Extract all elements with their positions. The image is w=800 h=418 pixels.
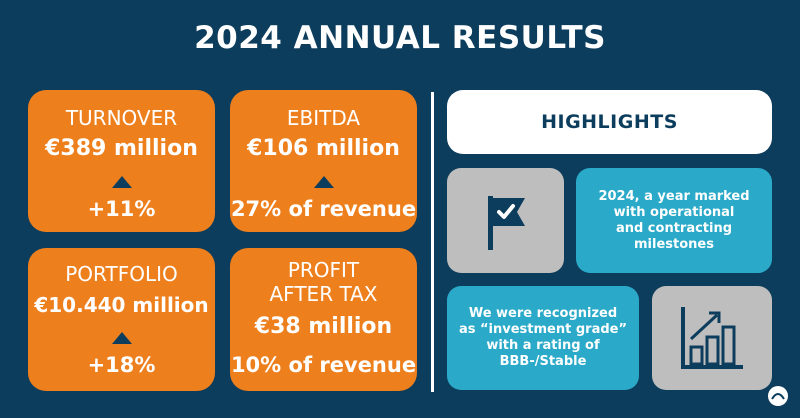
profit-change: 10% of revenue (230, 353, 417, 377)
highlight2-line3: with a rating of (486, 338, 600, 353)
up-triangle-icon (111, 332, 132, 344)
profit-label-line2: AFTER TAX (269, 282, 378, 306)
ebitda-change: 27% of revenue (230, 197, 417, 221)
ebitda-label: EBITDA (286, 106, 361, 130)
highlight-milestones: 2024, a year marked with operational and… (576, 168, 772, 273)
turnover-label: TURNOVER (65, 106, 178, 130)
highlight1-line1: 2024, a year marked (598, 188, 750, 204)
up-triangle-icon (313, 176, 334, 188)
company-logo (766, 384, 790, 412)
turnover-change: +11% (87, 197, 156, 221)
portfolio-label: PORTFOLIO (65, 262, 178, 286)
portfolio-value: €10.440 million (34, 293, 209, 317)
profit-value: €38 million (254, 314, 393, 339)
flag-check-icon (487, 195, 525, 250)
highlight1-line4: milestones (634, 236, 714, 252)
highlight2-line1: We were recognized (468, 306, 618, 321)
profit-label-line1: PROFIT (287, 258, 360, 282)
bar-chart-up-icon (681, 307, 743, 369)
turnover-value: €389 million (45, 136, 198, 161)
divider (431, 92, 434, 392)
profit-card: PROFIT AFTER TAX €38 million 10% of reve… (230, 248, 417, 391)
highlights-heading-text: HIGHLIGHTS (541, 111, 678, 133)
turnover-card: TURNOVER €389 million +11% (28, 90, 215, 232)
highlight2-line2: as “investment grade” (458, 322, 628, 337)
ebitda-card: EBITDA €106 million 27% of revenue (230, 90, 417, 232)
chart-icon-box (652, 286, 772, 390)
up-triangle-icon (111, 176, 132, 188)
highlight1-line3: and contracting (615, 220, 733, 236)
portfolio-change: +18% (87, 353, 156, 377)
portfolio-card: PORTFOLIO €10.440 million +18% (28, 248, 215, 391)
ebitda-value: €106 million (247, 136, 400, 161)
highlights-heading: HIGHLIGHTS (447, 90, 772, 154)
page-title: 2024 ANNUAL RESULTS (194, 20, 606, 56)
highlight-rating: We were recognized as “investment grade”… (447, 286, 639, 390)
flag-icon-box (447, 168, 564, 273)
highlight2-line4: BBB-/Stable (499, 354, 587, 369)
highlight1-line2: with operational (613, 204, 735, 220)
